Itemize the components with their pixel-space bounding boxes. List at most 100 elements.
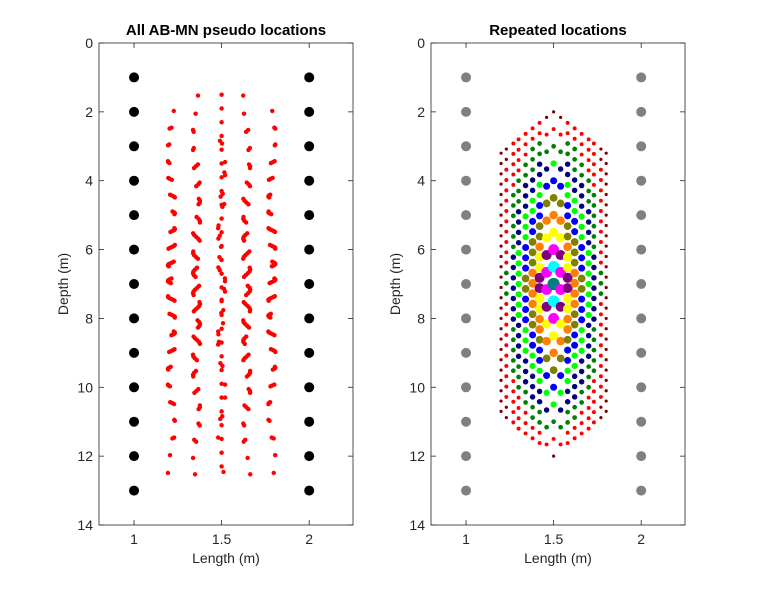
repeated-point <box>511 379 516 384</box>
repeated-point <box>510 264 517 271</box>
pseudo-point <box>272 229 278 235</box>
pseudo-point <box>216 332 221 337</box>
repeated-point <box>591 213 597 219</box>
repeated-point <box>562 283 573 294</box>
repeated-point <box>604 296 608 300</box>
repeated-point <box>544 442 549 447</box>
repeated-point <box>516 426 521 431</box>
repeated-point <box>499 337 503 341</box>
repeated-point <box>523 172 528 178</box>
repeated-point <box>499 213 503 217</box>
pseudo-point <box>220 363 225 369</box>
repeated-point <box>604 151 608 155</box>
repeated-point <box>499 244 503 248</box>
repeated-point <box>515 270 522 277</box>
chart-title-right: Repeated locations <box>489 22 627 39</box>
electrode-point <box>129 451 140 462</box>
pseudo-point <box>192 437 197 443</box>
repeated-point <box>529 197 536 204</box>
repeated-point <box>565 151 570 157</box>
pseudo-point <box>222 382 228 387</box>
pseudo-point <box>247 368 253 374</box>
y-tick-label: 0 <box>417 35 425 51</box>
pseudo-point <box>241 299 246 305</box>
repeated-point <box>522 264 530 272</box>
pseudo-point <box>269 212 274 217</box>
pseudo-point <box>191 249 196 254</box>
repeated-point <box>499 316 503 321</box>
repeated-point <box>504 240 509 244</box>
repeated-point <box>516 374 521 380</box>
electrode-point <box>461 210 472 221</box>
repeated-point <box>523 431 528 436</box>
electrode-point <box>636 279 647 289</box>
electrode-point <box>304 485 315 496</box>
repeated-point <box>585 249 592 257</box>
repeated-point <box>504 229 509 234</box>
repeated-point <box>516 199 521 204</box>
repeated-point <box>591 295 597 302</box>
pseudo-point <box>245 127 251 133</box>
repeated-point <box>552 454 556 458</box>
repeated-point <box>591 379 596 384</box>
pseudo-point <box>270 367 276 372</box>
pseudo-point <box>219 464 224 469</box>
pseudo-point <box>219 436 224 442</box>
repeated-point <box>522 234 529 241</box>
repeated-point <box>563 232 572 241</box>
repeated-point <box>598 260 603 265</box>
repeated-point <box>598 353 603 358</box>
repeated-point <box>504 312 509 317</box>
repeated-point <box>562 262 573 273</box>
repeated-point <box>578 234 585 241</box>
pseudo-point <box>165 143 171 148</box>
pseudo-point <box>247 265 252 270</box>
electrode-point <box>461 485 472 496</box>
repeated-point <box>598 198 603 203</box>
repeated-point <box>529 341 537 349</box>
repeated-point <box>585 229 592 236</box>
pseudo-point <box>248 472 253 477</box>
x-ticks-left: 1 1.5 2 <box>130 43 313 547</box>
repeated-point <box>535 335 544 344</box>
repeated-point <box>572 404 578 410</box>
x-tick-label: 1.5 <box>212 531 232 547</box>
repeated-point <box>510 223 516 229</box>
pseudo-point <box>172 195 178 200</box>
repeated-point <box>563 314 572 324</box>
repeated-point <box>598 301 603 306</box>
repeated-point <box>564 388 571 395</box>
pseudo-point <box>193 111 198 116</box>
repeated-point <box>504 188 509 193</box>
repeated-point <box>555 233 566 243</box>
pseudo-point <box>190 127 196 133</box>
repeated-point <box>598 188 603 193</box>
repeated-point <box>604 337 608 341</box>
repeated-point <box>604 275 608 279</box>
repeated-point <box>499 409 503 413</box>
repeated-point <box>598 219 603 224</box>
repeated-point <box>503 280 509 286</box>
repeated-point <box>604 316 608 321</box>
repeated-point <box>578 295 586 303</box>
pseudo-point <box>219 285 224 290</box>
electrode-point <box>304 244 315 255</box>
y-tick-label: 14 <box>409 517 425 533</box>
repeated-point <box>536 181 543 188</box>
repeated-point <box>528 310 537 319</box>
repeated-point <box>499 285 503 290</box>
pseudo-point <box>273 349 278 355</box>
repeated-point <box>516 395 521 400</box>
repeated-point <box>598 280 604 286</box>
repeated-point <box>537 420 542 425</box>
pseudo-point <box>197 299 202 305</box>
repeated-point <box>543 407 550 413</box>
electrode-point <box>636 106 647 117</box>
repeated-point <box>591 358 597 363</box>
repeated-point <box>550 401 557 408</box>
x-axis-label-left: Length (m) <box>192 550 260 566</box>
pseudo-point <box>246 386 251 392</box>
y-axis-label-right: Depth (m) <box>387 253 403 315</box>
repeated-point <box>571 197 578 204</box>
repeated-point <box>511 141 516 146</box>
